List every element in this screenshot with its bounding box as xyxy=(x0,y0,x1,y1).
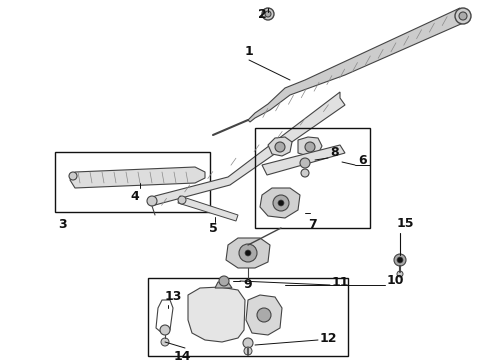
Polygon shape xyxy=(188,287,245,342)
Circle shape xyxy=(397,257,403,263)
Text: 1: 1 xyxy=(245,45,253,58)
Text: 15: 15 xyxy=(397,217,415,230)
Polygon shape xyxy=(248,8,470,122)
Circle shape xyxy=(244,347,252,355)
Polygon shape xyxy=(298,137,322,156)
Circle shape xyxy=(278,200,284,206)
Text: 4: 4 xyxy=(131,190,139,203)
Polygon shape xyxy=(178,196,238,221)
Circle shape xyxy=(178,196,186,204)
Text: 10: 10 xyxy=(387,274,405,287)
Text: 12: 12 xyxy=(320,332,338,345)
Circle shape xyxy=(301,169,309,177)
Circle shape xyxy=(219,276,229,286)
Circle shape xyxy=(300,158,310,168)
Circle shape xyxy=(305,142,315,152)
Text: 3: 3 xyxy=(58,218,66,231)
Bar xyxy=(55,152,210,212)
Circle shape xyxy=(275,142,285,152)
Polygon shape xyxy=(262,145,345,175)
Circle shape xyxy=(245,250,251,256)
Text: 13: 13 xyxy=(165,290,182,303)
Polygon shape xyxy=(260,188,300,218)
Circle shape xyxy=(257,308,271,322)
Polygon shape xyxy=(148,92,345,205)
Circle shape xyxy=(69,172,77,180)
Text: 9: 9 xyxy=(244,278,252,291)
Circle shape xyxy=(397,271,403,277)
Text: 5: 5 xyxy=(209,222,218,235)
Circle shape xyxy=(459,12,467,20)
Circle shape xyxy=(243,338,253,348)
Polygon shape xyxy=(246,295,282,335)
Text: 6: 6 xyxy=(358,153,367,166)
Circle shape xyxy=(273,195,289,211)
Bar xyxy=(255,128,370,228)
Circle shape xyxy=(239,244,257,262)
Text: 14: 14 xyxy=(173,350,191,360)
Text: 2: 2 xyxy=(258,8,267,21)
Circle shape xyxy=(161,338,169,346)
Circle shape xyxy=(160,325,170,335)
Bar xyxy=(148,278,348,356)
Circle shape xyxy=(262,8,274,20)
Text: 11: 11 xyxy=(332,275,349,288)
Polygon shape xyxy=(268,137,292,156)
Circle shape xyxy=(147,196,157,206)
Circle shape xyxy=(265,11,271,17)
Circle shape xyxy=(394,254,406,266)
Text: 8: 8 xyxy=(330,147,339,159)
Polygon shape xyxy=(70,167,205,188)
Circle shape xyxy=(455,8,471,24)
Polygon shape xyxy=(226,238,270,268)
Text: 7: 7 xyxy=(308,218,317,231)
Polygon shape xyxy=(215,282,232,288)
